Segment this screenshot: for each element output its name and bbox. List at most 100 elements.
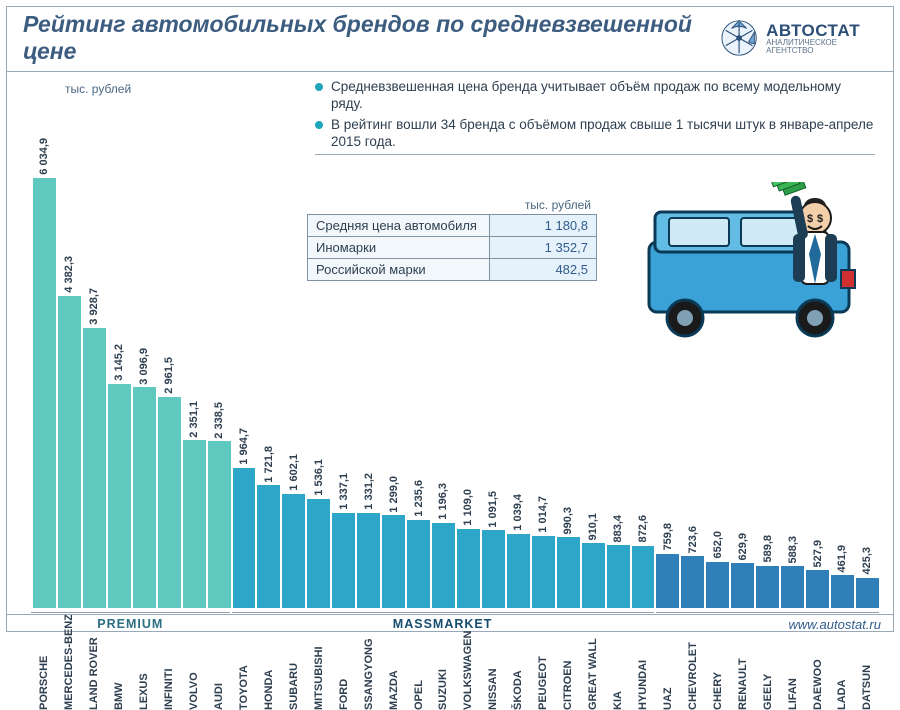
bar: 1 536,1MITSUBISHI [307,459,330,608]
footer: www.autostat.ru [7,614,893,632]
bar-rect [33,178,56,608]
brand-name: АВТОСТАТ [766,22,881,39]
page-title: Рейтинг автомобильных брендов по среднев… [23,11,720,65]
bar: 1 602,1SUBARU [282,454,305,608]
bar-rect [781,566,804,608]
bar-rect [432,523,455,608]
bar-rect [108,384,131,608]
bar-value: 1 602,1 [288,454,300,491]
bar-value: 425,3 [861,547,873,575]
bar-rect [532,536,555,608]
bar-rect [831,575,854,608]
bar: 652,0CHERY [706,531,729,608]
bar-value: 1 014,7 [537,496,549,533]
bar: 1 337,1FORD [332,473,355,608]
bar: 2 351,1VOLVO [183,401,206,608]
bar: 990,3CITROEN [557,507,580,608]
bar-value: 990,3 [562,507,574,535]
bar-rect [507,534,530,608]
bar: 3 928,7LAND ROVER [83,288,106,608]
bar: 425,3DATSUN [856,547,879,608]
bar-value: 1 299,0 [388,476,400,513]
bar-value: 1 536,1 [313,459,325,496]
bar-value: 1 721,8 [263,446,275,483]
bar-chart: 6 034,9PORSCHE4 382,3MERCEDES-BENZ3 928,… [31,86,879,608]
frame: Рейтинг автомобильных брендов по среднев… [6,6,894,632]
bar-rect [357,513,380,608]
bar-value: 2 351,1 [188,401,200,438]
bar-value: 629,9 [737,533,749,561]
bar-rect [183,440,206,608]
bar-rect [756,566,779,608]
bar-rect [332,513,355,608]
bar-value: 2 338,5 [213,402,225,439]
bar-value: 589,8 [762,535,774,563]
bar-rect [208,441,231,608]
bar-value: 588,3 [787,536,799,564]
bar: 1 964,7TOYOTA [233,428,256,608]
bar-rect [656,554,679,608]
footer-url: www.autostat.ru [789,617,882,632]
bar-value: 910,1 [587,513,599,541]
bar-rect [632,546,655,608]
bar-value: 2 961,5 [163,357,175,394]
bar: 1 299,0MAZDA [382,476,405,608]
bar-rect [482,530,505,608]
bar: 1 721,8HONDA [257,446,280,608]
bar-rect [158,397,181,608]
bar-rect [607,545,630,608]
bar-rect [382,515,405,608]
brand-logo: АВТОСТАТ АНАЛИТИЧЕСКОЕ АГЕНТСТВО [720,18,881,58]
bar-value: 1 039,4 [512,494,524,531]
bar-value: 3 096,9 [138,348,150,385]
bar: 2 961,5INFINITI [158,357,181,608]
bar-rect [307,499,330,608]
bar-rect [282,494,305,608]
bar-rect [407,520,430,608]
autostat-icon [720,18,758,58]
bar-value: 1 331,2 [363,473,375,510]
bar: 4 382,3MERCEDES-BENZ [58,256,81,608]
bar: 1 235,6OPEL [407,480,430,608]
bar-value: 1 337,1 [338,473,350,510]
bar: 883,4KIA [607,515,630,608]
bar: 1 109,0VOLKSWAGEN [457,489,480,608]
bar-value: 527,9 [812,540,824,568]
bar-rect [133,387,156,608]
bar-rect [582,543,605,608]
bar-value: 6 034,9 [38,138,50,175]
bar: 759,8UAZ [656,523,679,608]
bar: 723,6CHEVROLET [681,526,704,608]
bar: 3 096,9LEXUS [133,348,156,608]
bar-value: 461,9 [836,545,848,573]
bar-rect [856,578,879,608]
bar-value: 872,6 [637,515,649,543]
bar: 589,8GEELY [756,535,779,608]
bar-rect [457,529,480,608]
bar-value: 3 145,2 [113,344,125,381]
bar-rect [557,537,580,608]
bar-value: 652,0 [712,531,724,559]
bar: 1 091,5NISSAN [482,491,505,608]
bar: 3 145,2BMW [108,344,131,608]
content: тыс. рублей Средневзвешенная цена бренда… [7,72,893,642]
bar: 910,1GREAT WALL [582,513,605,608]
bar-value: 1 109,0 [462,489,474,526]
bar-value: 1 091,5 [487,491,499,528]
bar: 629,9RENAULT [731,533,754,608]
bar: 1 014,7PEUGEOT [532,496,555,608]
bar: 588,3LIFAN [781,536,804,608]
bar: 872,6HYUNDAI [632,515,655,608]
bar-rect [706,562,729,608]
bar-rect [257,485,280,608]
bar: 461,9LADA [831,545,854,608]
brand-sub: АНАЛИТИЧЕСКОЕ АГЕНТСТВО [766,39,881,55]
bar: 2 338,5AUDI [208,402,231,608]
bar: 527,9DAEWOO [806,540,829,608]
bar-value: 1 196,3 [437,483,449,520]
bar-rect [731,563,754,608]
bar-value: 883,4 [612,515,624,543]
bar-value: 3 928,7 [88,288,100,325]
bar-rect [806,570,829,608]
bar: 1 331,2SSANGYONG [357,473,380,608]
